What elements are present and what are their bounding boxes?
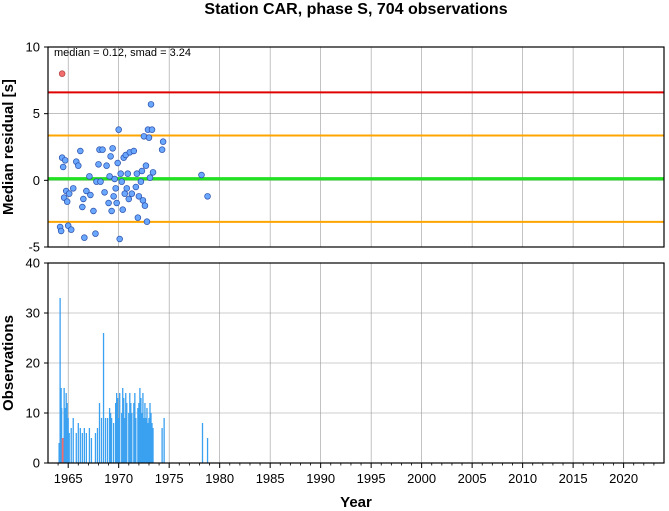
residual-point	[137, 178, 145, 185]
residual-point	[159, 138, 167, 145]
x-tick-label: 1985	[256, 471, 285, 486]
residual-point	[101, 189, 108, 196]
reference-lines	[48, 91, 664, 223]
chart-title: Station CAR, phase S, 704 observations	[204, 1, 507, 18]
residual-point	[59, 163, 67, 171]
x-tick-label: 2015	[559, 471, 588, 486]
x-tick-label: 1990	[306, 471, 335, 486]
residual-point	[115, 126, 122, 133]
residual-point	[121, 190, 128, 197]
residual-point	[99, 146, 106, 153]
residual-point	[118, 178, 125, 185]
x-tick-label: 2005	[458, 471, 487, 486]
residual-point	[114, 159, 121, 167]
residual-y-axis-label: Median residual [s]	[0, 79, 17, 215]
residual-point	[145, 134, 153, 141]
residual-point	[204, 193, 211, 200]
residual-point	[92, 230, 99, 237]
residual-point	[125, 195, 133, 203]
y-tick-label: 10	[26, 406, 40, 421]
y-tick-label: 10	[26, 40, 40, 55]
y-tick-label: 40	[26, 256, 40, 271]
residual-point	[116, 235, 123, 243]
residual-point	[132, 183, 140, 191]
observations-y-ticks: 0 10 20 30 40	[26, 256, 48, 471]
residual-point	[95, 161, 102, 168]
residual-point	[63, 198, 71, 205]
residual-point	[142, 162, 150, 169]
residual-point	[97, 178, 104, 185]
x-tick-label: 2010	[508, 471, 537, 486]
residual-point	[130, 147, 138, 155]
residual-point	[87, 191, 94, 199]
residual-point	[103, 162, 110, 169]
residual-point	[108, 207, 115, 215]
x-tick-label: 1975	[155, 471, 184, 486]
x-tick-label: 1980	[205, 471, 234, 486]
residual-point	[90, 207, 97, 215]
observations-panel-frame	[47, 262, 665, 464]
y-tick-label: 5	[33, 106, 40, 121]
residual-point	[128, 190, 136, 197]
residual-point	[80, 195, 87, 203]
residual-point	[105, 199, 112, 207]
outlier-point	[58, 70, 66, 77]
residual-point	[139, 197, 147, 204]
residual-point	[106, 173, 113, 180]
x-tick-label: 2000	[407, 471, 436, 486]
residual-point	[81, 234, 88, 241]
year-x-axis-label: Year	[340, 494, 372, 511]
residual-point	[109, 145, 116, 152]
residual-point	[148, 126, 156, 133]
observations-y-axis-label: Observations	[0, 315, 17, 411]
residual-point	[119, 206, 126, 213]
x-tick-label: 1965	[54, 471, 83, 486]
x-tick-label: 1970	[104, 471, 133, 486]
year-x-ticks: 1965 1970 1975 1980 1985 1990 1995 2000 2005 2010…	[54, 463, 655, 486]
median-smad-annotation: median = 0.12, smad = 3.24	[54, 47, 191, 59]
residual-point	[83, 187, 90, 195]
residual-point	[158, 146, 166, 153]
y-tick-label: 0	[33, 456, 40, 471]
residual-point	[141, 202, 149, 209]
residual-point	[123, 185, 131, 192]
residual-point	[133, 170, 141, 177]
y-tick-label: 30	[26, 306, 40, 321]
residual-point	[75, 162, 82, 169]
residual-point	[65, 190, 73, 197]
residual-point	[67, 226, 75, 233]
residual-point	[111, 175, 118, 183]
residual-point	[124, 170, 132, 177]
x-tick-label: 2020	[609, 471, 638, 486]
residual-point	[79, 203, 86, 211]
residual-point	[149, 169, 157, 176]
residual-points	[56, 70, 211, 243]
residual-point	[143, 218, 151, 225]
residual-point	[77, 147, 84, 155]
residual-point	[134, 214, 142, 221]
y-tick-label: -5	[28, 240, 40, 255]
residual-panel-frame	[47, 46, 665, 248]
y-tick-label: 0	[33, 173, 40, 188]
y-tick-label: 20	[26, 356, 40, 371]
residual-point	[69, 185, 77, 192]
residual-point	[86, 173, 93, 180]
x-tick-label: 1995	[357, 471, 386, 486]
residual-point	[61, 157, 69, 164]
residual-point	[147, 101, 155, 108]
residual-point	[110, 193, 117, 200]
residual-point	[57, 227, 65, 235]
residual-point	[198, 171, 205, 179]
residual-point	[107, 153, 114, 160]
residual-point	[112, 185, 119, 192]
observation-bars	[58, 298, 209, 463]
residual-point	[113, 199, 120, 207]
residual-point	[138, 167, 146, 175]
residual-point	[117, 170, 124, 177]
residual-point	[146, 174, 154, 181]
residual-y-ticks: -5 0 5 10	[26, 40, 48, 255]
residual-point	[135, 193, 143, 200]
